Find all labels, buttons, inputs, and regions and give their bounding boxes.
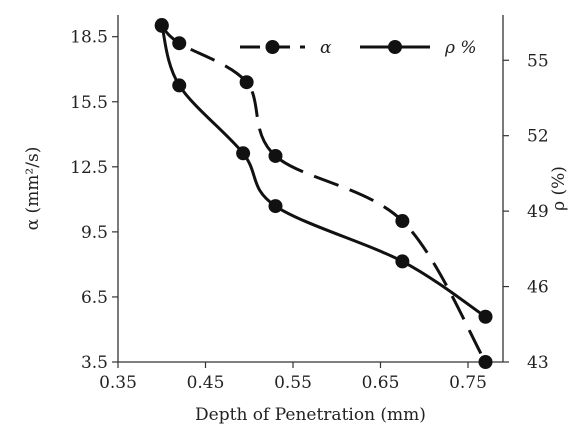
legend-alpha-label: α [320, 38, 332, 58]
x-tick-label: 0.75 [449, 373, 487, 393]
alpha-data-point [239, 75, 254, 90]
left-y-tick-label: 6.5 [81, 288, 108, 308]
x-axis-title: Depth of Penetration (mm) [195, 405, 426, 425]
right-y-tick-label: 52 [527, 127, 549, 147]
right-y-tick-label: 46 [527, 278, 549, 298]
x-tick-label: 0.45 [187, 373, 225, 393]
rho-data-point [236, 146, 251, 161]
right-y-tick-label: 43 [527, 353, 549, 373]
legend-alpha-marker [265, 40, 280, 54]
left-y-tick-label: 15.5 [70, 93, 108, 113]
rho-data-point [268, 199, 283, 214]
left-y-tick-label: 3.5 [81, 353, 108, 373]
right-y-axis-title: ρ (%) [549, 166, 569, 211]
series-group [154, 18, 493, 369]
alpha-data-point [478, 355, 493, 369]
legend-rho-label: ρ % [444, 38, 477, 58]
x-tick-label: 0.65 [362, 373, 400, 393]
right-y-tick-label: 49 [527, 202, 549, 222]
left-y-tick-label: 9.5 [81, 223, 108, 243]
rho-data-point [478, 309, 493, 324]
left-y-tick-label: 18.5 [70, 28, 108, 48]
rho-data-point [154, 18, 169, 33]
legend-rho-marker [388, 40, 402, 54]
left-y-axis-title: α (mm²/s) [23, 147, 43, 231]
tick-labels: 0.35 0.45 0.55 0.65 0.75 3.5 6.5 9.5 12.5 15.5 18.… [70, 28, 549, 393]
rho-series-line [160, 24, 487, 318]
alpha-series-line [160, 24, 487, 363]
x-tick-label: 0.55 [274, 373, 312, 393]
left-y-tick-label: 12.5 [70, 158, 108, 178]
alpha-data-point [268, 148, 283, 163]
rho-data-point [172, 78, 187, 93]
right-y-tick-label: 55 [527, 51, 549, 71]
alpha-data-point [395, 214, 410, 229]
rho-data-point [395, 254, 410, 269]
axes [112, 15, 509, 368]
alpha-data-point [172, 36, 187, 51]
x-tick-label: 0.35 [99, 373, 137, 393]
legend: α ρ % [240, 38, 477, 58]
